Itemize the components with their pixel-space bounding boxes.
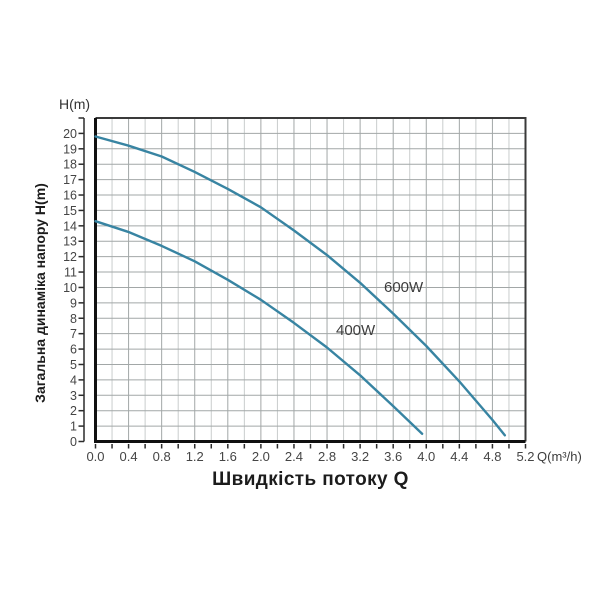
series-label-600w: 600W xyxy=(384,279,424,296)
y-tick-label: 10 xyxy=(63,281,77,295)
y-tick-label: 4 xyxy=(70,373,77,387)
y-axis-title: Загальна динаміка напору H(m) xyxy=(32,183,48,403)
series-label-400w: 400W xyxy=(336,322,376,339)
y-tick-label: 19 xyxy=(63,142,77,156)
x-tick-label: 5.2 xyxy=(516,449,534,464)
y-tick-label: 14 xyxy=(63,219,77,233)
curve-400w xyxy=(94,220,424,435)
x-tick-label: 1.2 xyxy=(186,449,204,464)
x-tick-label: 2.0 xyxy=(252,449,270,464)
x-tick-label: 3.2 xyxy=(351,449,369,464)
x-tick-label: 0.4 xyxy=(120,449,138,464)
x-tick-label: 0.0 xyxy=(86,449,104,464)
y-tick-label: 17 xyxy=(63,173,77,187)
y-axis-unit-label: H(m) xyxy=(59,96,91,112)
x-tick-label: 3.6 xyxy=(384,449,402,464)
y-tick-label: 9 xyxy=(70,296,77,310)
x-tick-label: 4.8 xyxy=(483,449,501,464)
y-tick-label: 0 xyxy=(70,435,77,449)
y-tick-label: 6 xyxy=(70,343,77,357)
y-tick-label: 15 xyxy=(63,204,77,218)
y-tick-label: 7 xyxy=(70,327,77,341)
y-tick-label: 20 xyxy=(63,127,77,141)
y-tick-label: 2 xyxy=(70,404,77,418)
y-tick-label: 18 xyxy=(63,158,77,172)
y-tick-label: 11 xyxy=(64,266,77,280)
x-tick-label: 2.8 xyxy=(318,449,336,464)
y-tick-label: 12 xyxy=(63,250,77,264)
x-tick-label: 1.6 xyxy=(219,449,237,464)
y-tick-label: 5 xyxy=(70,358,77,372)
y-tick-label: 8 xyxy=(70,312,77,326)
x-tick-label: 4.4 xyxy=(450,449,468,464)
plot-frame-top-right xyxy=(95,117,527,442)
plot-axis-left-bottom xyxy=(94,118,526,443)
y-tick-label: 13 xyxy=(63,235,77,249)
x-axis-unit-label: Q(m³/h) xyxy=(537,449,582,464)
curve-600w xyxy=(94,135,506,437)
y-tick-label: 1 xyxy=(70,420,77,434)
x-axis-title: Швидкість потоку Q xyxy=(212,469,409,490)
x-tick-label: 0.8 xyxy=(153,449,171,464)
y-tick-label: 3 xyxy=(70,389,77,403)
x-tick-label: 4.0 xyxy=(417,449,435,464)
x-tick-label: 2.4 xyxy=(285,449,303,464)
y-tick-label: 16 xyxy=(63,189,77,203)
